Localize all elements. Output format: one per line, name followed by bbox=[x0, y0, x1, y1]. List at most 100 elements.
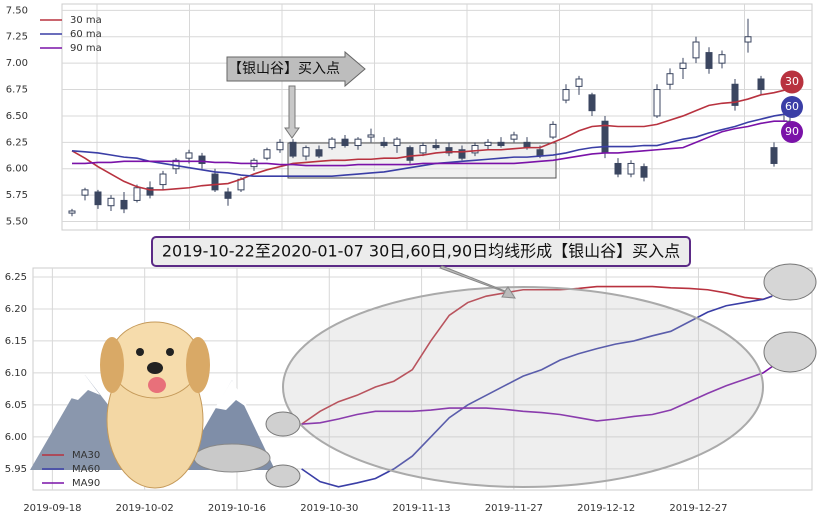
dog-nose bbox=[147, 362, 163, 374]
candle-body bbox=[653, 89, 661, 117]
top-plot-area bbox=[61, 3, 813, 231]
ingot bbox=[265, 464, 301, 488]
y-tick-label: 6.00 bbox=[5, 432, 27, 443]
dog-ear bbox=[186, 337, 210, 393]
candle-body bbox=[705, 52, 713, 69]
y-tick-label: 6.05 bbox=[5, 400, 27, 411]
ma-line bbox=[301, 295, 773, 488]
candle-body bbox=[510, 134, 518, 140]
candle-body bbox=[718, 54, 726, 64]
ma-line bbox=[72, 120, 787, 167]
x-tick-label: 2019-10-16 bbox=[208, 503, 266, 514]
candle-body bbox=[302, 147, 310, 157]
candle-body bbox=[471, 145, 479, 154]
snow bbox=[215, 380, 248, 410]
y-tick-label: 5.75 bbox=[6, 190, 28, 201]
legend-label: 90 ma bbox=[70, 43, 102, 54]
candle-body bbox=[224, 191, 232, 199]
candle-body bbox=[575, 78, 583, 87]
title-arrow bbox=[439, 265, 516, 299]
x-tick-label: 2019-10-30 bbox=[300, 503, 358, 514]
candle-body bbox=[237, 178, 245, 191]
y-tick-label: 5.95 bbox=[5, 464, 27, 475]
candle-body bbox=[328, 138, 336, 149]
dog-ear bbox=[100, 337, 124, 393]
candle-body bbox=[146, 187, 154, 196]
snow bbox=[60, 375, 100, 400]
candle-body bbox=[107, 197, 115, 207]
y-tick-label: 7.25 bbox=[6, 32, 28, 43]
candle-body bbox=[185, 152, 193, 159]
candle-body bbox=[393, 138, 401, 147]
y-tick-label: 6.10 bbox=[5, 368, 27, 379]
legend-label: 60 ma bbox=[70, 29, 102, 40]
y-tick-label: 7.00 bbox=[6, 58, 28, 69]
candle-body bbox=[484, 141, 492, 147]
ingot bbox=[763, 331, 817, 373]
candle-body bbox=[315, 149, 323, 157]
candle-body bbox=[445, 147, 453, 154]
x-tick-label: 2019-12-27 bbox=[669, 503, 727, 514]
legend-label: 30 ma bbox=[70, 15, 102, 26]
ingot bbox=[265, 411, 301, 437]
y-tick-label: 6.00 bbox=[6, 164, 28, 175]
candle-body bbox=[692, 41, 700, 59]
legend-label: MA60 bbox=[72, 464, 100, 475]
y-tick-label: 6.15 bbox=[5, 336, 27, 347]
candle-body bbox=[744, 36, 752, 43]
candle-body bbox=[770, 147, 778, 164]
y-tick-label: 5.50 bbox=[6, 217, 28, 228]
candle-body bbox=[341, 138, 349, 147]
y-tick-label: 6.50 bbox=[6, 111, 28, 122]
ingot bbox=[763, 263, 817, 301]
candle-body bbox=[211, 173, 219, 191]
candle-body bbox=[432, 145, 440, 149]
badges: 30 60 90 bbox=[780, 70, 804, 143]
badge-label: 90 bbox=[785, 125, 799, 138]
candle-body bbox=[354, 138, 362, 147]
y-tick-label: 6.75 bbox=[6, 85, 28, 96]
candle-body bbox=[81, 189, 89, 196]
ma-line bbox=[301, 365, 773, 425]
decoration bbox=[30, 263, 817, 489]
highlight-ellipse bbox=[282, 286, 764, 488]
y-tick-label: 6.25 bbox=[6, 137, 28, 148]
candle-body bbox=[159, 173, 167, 186]
legend-label: MA30 bbox=[72, 450, 100, 461]
candle-body bbox=[380, 141, 388, 147]
x-tick-label: 2019-12-12 bbox=[577, 503, 635, 514]
candle-body bbox=[198, 155, 206, 164]
legend-label: MA90 bbox=[72, 478, 100, 489]
candle-body bbox=[549, 123, 557, 138]
y-tick-label: 7.50 bbox=[6, 5, 28, 16]
dog-eye bbox=[136, 348, 144, 356]
annotation-pointer bbox=[284, 85, 300, 139]
top-marks bbox=[68, 18, 791, 217]
ma-line bbox=[301, 285, 773, 425]
candle-body bbox=[419, 145, 427, 154]
candle-body bbox=[276, 141, 284, 151]
ma-line bbox=[71, 113, 788, 177]
legends: 30 ma 60 ma 90 ma MA30 MA60 MA90 bbox=[40, 15, 102, 489]
candle-body bbox=[588, 94, 596, 112]
ingot bbox=[193, 443, 271, 473]
candle-body bbox=[757, 78, 765, 91]
chart-title: 2019-10-22至2020-01-07 30日,60日,90日均线形成【银山… bbox=[162, 242, 680, 261]
candle-body bbox=[627, 162, 635, 175]
x-tick-label: 2019-11-13 bbox=[393, 503, 451, 514]
title-box bbox=[151, 236, 691, 267]
candle-body bbox=[68, 210, 76, 214]
candle-body bbox=[367, 134, 375, 138]
candle-body bbox=[94, 191, 102, 206]
annotation: 【银山谷】买入点 bbox=[228, 61, 340, 77]
candle-body bbox=[458, 149, 466, 159]
candle-body bbox=[497, 141, 505, 147]
ma-line bbox=[71, 88, 788, 191]
badge bbox=[780, 70, 804, 94]
candle-body bbox=[120, 199, 128, 210]
candle-body bbox=[289, 141, 297, 157]
candle-body bbox=[263, 149, 271, 159]
annotation-arrow bbox=[226, 50, 366, 88]
candle-body bbox=[562, 89, 570, 101]
